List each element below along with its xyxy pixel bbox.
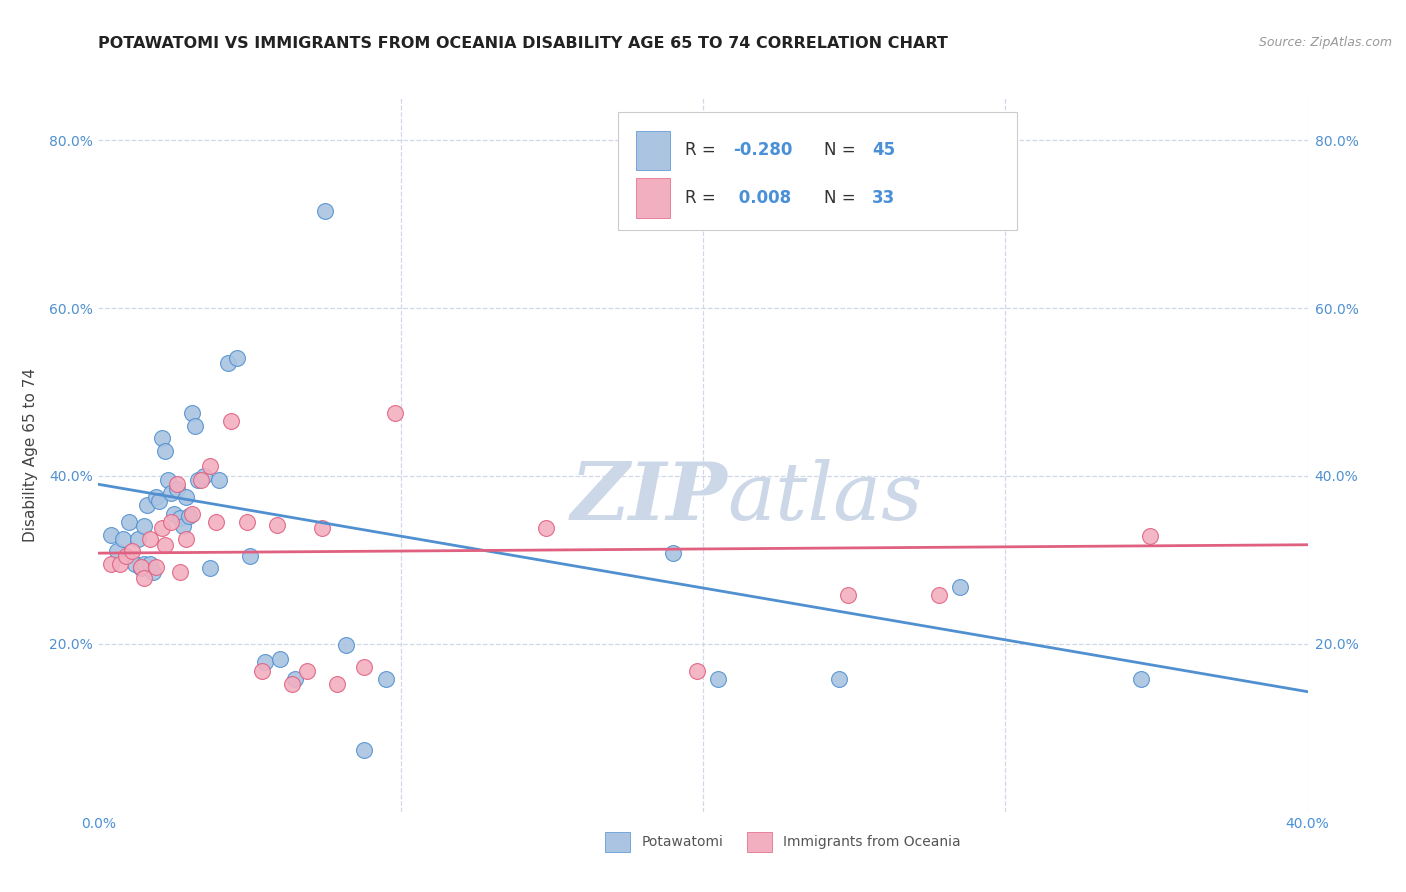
- Point: [353, 743, 375, 757]
- Text: ZIP: ZIP: [571, 459, 727, 536]
- Point: [187, 473, 209, 487]
- FancyBboxPatch shape: [637, 130, 671, 169]
- Text: Source: ZipAtlas.com: Source: ZipAtlas.com: [1258, 36, 1392, 49]
- Point: [156, 473, 179, 487]
- Point: [235, 515, 257, 529]
- Point: [193, 469, 215, 483]
- Point: [153, 443, 176, 458]
- Text: POTAWATOMI VS IMMIGRANTS FROM OCEANIA DISABILITY AGE 65 TO 74 CORRELATION CHART: POTAWATOMI VS IMMIGRANTS FROM OCEANIA DI…: [98, 36, 948, 51]
- Point: [132, 557, 155, 571]
- Point: [142, 566, 165, 580]
- Point: [949, 580, 972, 594]
- Point: [184, 418, 207, 433]
- Point: [166, 477, 188, 491]
- Point: [928, 588, 950, 602]
- Point: [266, 517, 288, 532]
- Point: [295, 664, 318, 678]
- FancyBboxPatch shape: [619, 112, 1018, 230]
- Point: [121, 544, 143, 558]
- Point: [139, 532, 162, 546]
- Point: [1139, 529, 1161, 543]
- Point: [145, 559, 167, 574]
- Text: atlas: atlas: [727, 459, 922, 536]
- Point: [200, 561, 222, 575]
- Point: [169, 566, 191, 580]
- Point: [190, 473, 212, 487]
- Text: Potawatomi: Potawatomi: [641, 835, 723, 849]
- Text: 45: 45: [872, 141, 896, 159]
- Point: [269, 652, 291, 666]
- Point: [105, 544, 128, 558]
- Point: [221, 414, 243, 428]
- Point: [281, 677, 304, 691]
- Point: [174, 490, 197, 504]
- Point: [150, 521, 173, 535]
- Point: [384, 406, 406, 420]
- Point: [311, 521, 333, 535]
- Point: [239, 549, 262, 563]
- Point: [253, 655, 276, 669]
- Point: [127, 532, 149, 546]
- Point: [179, 509, 201, 524]
- Point: [1130, 672, 1153, 686]
- Text: 0.008: 0.008: [734, 189, 792, 207]
- Point: [284, 672, 307, 686]
- Text: R =: R =: [685, 141, 721, 159]
- Text: -0.280: -0.280: [734, 141, 793, 159]
- Point: [100, 557, 122, 571]
- Point: [314, 204, 336, 219]
- Point: [114, 549, 136, 563]
- Point: [200, 458, 222, 473]
- Point: [181, 406, 204, 420]
- Point: [686, 664, 709, 678]
- Point: [135, 498, 157, 512]
- Point: [335, 639, 357, 653]
- Point: [160, 485, 183, 500]
- Point: [217, 355, 239, 369]
- Y-axis label: Disability Age 65 to 74: Disability Age 65 to 74: [22, 368, 38, 542]
- Point: [129, 561, 152, 575]
- Point: [132, 519, 155, 533]
- Point: [118, 515, 141, 529]
- Point: [205, 515, 228, 529]
- FancyBboxPatch shape: [637, 178, 671, 218]
- Point: [353, 660, 375, 674]
- Point: [707, 672, 730, 686]
- Point: [828, 672, 851, 686]
- Point: [166, 482, 188, 496]
- Point: [326, 677, 349, 691]
- Point: [150, 431, 173, 445]
- Point: [250, 664, 273, 678]
- Text: N =: N =: [824, 141, 860, 159]
- Text: R =: R =: [685, 189, 721, 207]
- Point: [837, 588, 859, 602]
- Point: [124, 557, 146, 571]
- Point: [139, 557, 162, 571]
- Point: [100, 527, 122, 541]
- Point: [174, 532, 197, 546]
- Point: [129, 559, 152, 574]
- Point: [226, 351, 249, 366]
- Point: [153, 538, 176, 552]
- Point: [534, 521, 557, 535]
- Point: [181, 507, 204, 521]
- Point: [132, 571, 155, 585]
- Point: [108, 557, 131, 571]
- Point: [172, 519, 194, 533]
- Point: [145, 490, 167, 504]
- Point: [163, 507, 186, 521]
- Point: [160, 515, 183, 529]
- Text: N =: N =: [824, 189, 860, 207]
- Point: [111, 532, 134, 546]
- Point: [374, 672, 396, 686]
- Point: [148, 494, 170, 508]
- Text: 33: 33: [872, 189, 896, 207]
- Text: Immigrants from Oceania: Immigrants from Oceania: [783, 835, 960, 849]
- Point: [208, 473, 231, 487]
- Point: [169, 511, 191, 525]
- Point: [662, 546, 685, 560]
